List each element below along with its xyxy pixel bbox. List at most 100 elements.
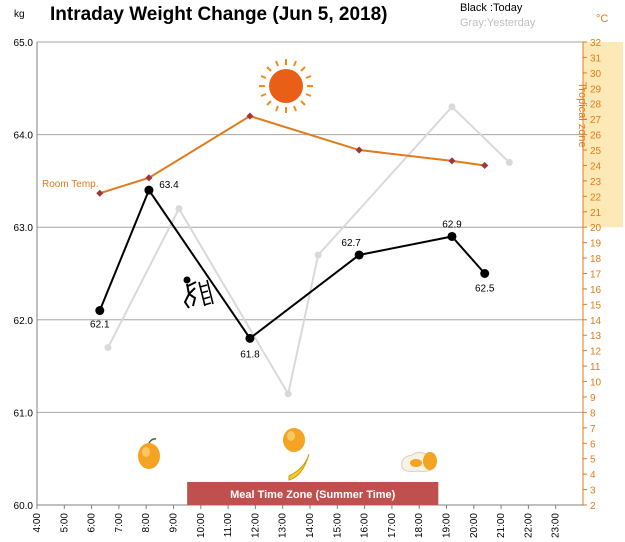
- series-yesterday: [104, 103, 513, 398]
- today-data-label: 62.1: [90, 320, 110, 331]
- y2-tick-label: 22: [590, 192, 602, 203]
- chart-title: Intraday Weight Change (Jun 5, 2018): [50, 4, 388, 25]
- room-temp-point: [246, 112, 254, 120]
- x-tick-label: 16:00: [360, 513, 371, 538]
- room-temp-point: [96, 189, 104, 197]
- y2-tick-label: 17: [590, 270, 602, 281]
- y2-tick-label: 10: [590, 378, 602, 389]
- today-data-label: 62.5: [475, 284, 495, 295]
- y2-tick-label: 25: [590, 146, 602, 157]
- fried-egg-icon: [401, 451, 437, 472]
- axes: 60.0 61.0 62.0 63.0 64.0 65.0 23 4 5 6 7 8 9 10 11 12 13…: [14, 38, 602, 538]
- series-room-temp: [96, 112, 489, 197]
- y2-tick-label: 11: [590, 362, 601, 373]
- y2-tick-label: 21: [590, 208, 602, 219]
- x-tick-label: 18:00: [414, 513, 425, 538]
- tropical-zone-band: [583, 42, 623, 228]
- room-temp-point: [355, 146, 363, 154]
- y-tick-label: 61.0: [14, 408, 34, 419]
- legend: Black :Today Gray:Yesterday: [460, 1, 535, 31]
- y2-tick-label: 8: [590, 408, 596, 419]
- y2-tick-label: 7: [590, 424, 596, 435]
- x-tick-label: 5:00: [59, 513, 70, 533]
- yesterday-point: [284, 390, 292, 398]
- y2-tick-label: 12: [590, 347, 602, 358]
- y-tick-label: 65.0: [14, 38, 34, 49]
- yesterday-point: [314, 251, 322, 259]
- grid-lines: [37, 41, 583, 506]
- y-tick-label: 63.0: [14, 223, 34, 234]
- today-point: [480, 269, 490, 278]
- x-tick-label: 21:00: [496, 513, 507, 538]
- yesterday-point: [505, 158, 513, 166]
- yesterday-point: [175, 205, 183, 213]
- sun-icon: [259, 59, 313, 113]
- x-tick-label: 14:00: [305, 513, 316, 538]
- y2-tick-label: 13: [590, 331, 602, 342]
- x-tick-label: 15:00: [332, 513, 343, 538]
- y2-tick-label: 15: [590, 300, 602, 311]
- today-data-label: 61.8: [240, 349, 260, 360]
- y2-tick-label: 9: [590, 393, 596, 404]
- today-point: [245, 333, 255, 343]
- room-temp-point: [481, 161, 489, 170]
- y2-tick-label: 18: [590, 254, 602, 265]
- y-axis-unit: kg: [14, 9, 25, 20]
- series-today: 62.1 63.4 61.8 62.7 62.9 62.5: [90, 180, 495, 360]
- y2-tick-label: 31: [590, 53, 602, 64]
- x-tick-label: 23:00: [551, 513, 562, 538]
- x-tick-label: 8:00: [141, 513, 152, 533]
- today-data-label: 63.4: [159, 180, 179, 191]
- y-tick-label: 62.0: [14, 316, 34, 327]
- y2-tick-label: 32: [590, 38, 602, 49]
- yesterday-point: [104, 344, 112, 352]
- y2-tick-label: 14: [590, 316, 602, 327]
- x-tick-label: 7:00: [114, 513, 125, 533]
- legend-today: Black :Today: [460, 2, 523, 14]
- y2-tick-label: 28: [590, 100, 602, 111]
- today-point: [144, 185, 154, 195]
- legend-yesterday: Gray:Yesterday: [460, 17, 536, 29]
- x-tick-label: 11:00: [223, 513, 234, 538]
- today-line: [98, 188, 486, 340]
- y2-tick-label: 2: [590, 501, 596, 512]
- today-point: [447, 231, 457, 241]
- yesterday-line: [107, 105, 510, 397]
- y2-axis-unit: °C: [596, 13, 608, 25]
- today-point: [95, 306, 105, 316]
- x-tick-label: 9:00: [169, 513, 180, 533]
- y2-tick-label: 27: [590, 115, 602, 126]
- room-temp-label: Room Temp.: [42, 179, 99, 190]
- y-tick-label: 60.0: [14, 501, 34, 512]
- mango-banana-icon: [283, 428, 310, 481]
- x-tick-label: 10:00: [196, 513, 207, 538]
- x-tick-label: 13:00: [278, 513, 289, 538]
- today-point: [354, 250, 364, 260]
- room-temp-point: [448, 157, 456, 165]
- x-tick-label: 4:00: [32, 513, 43, 533]
- y2-tick-label: 6: [590, 439, 596, 450]
- y2-tick-label: 16: [590, 285, 602, 296]
- y-tick-label: 64.0: [14, 131, 34, 142]
- y2-tick-label: 20: [590, 223, 602, 234]
- tropical-zone-label: Tropical zone: [576, 82, 588, 148]
- room-temp-line: [99, 114, 485, 195]
- x-tick-label: 17:00: [387, 513, 398, 538]
- y2-tick-label: 19: [590, 239, 602, 250]
- y2-tick-label: 29: [590, 84, 602, 95]
- x-tick-label: 12:00: [250, 513, 261, 538]
- room-temp-point: [145, 174, 153, 182]
- y2-tick-label: 4: [590, 470, 596, 481]
- mango-icon: [138, 438, 160, 469]
- y2-tick-label: 5: [590, 455, 596, 466]
- y2-tick-label: 23: [590, 177, 602, 188]
- meal-time-zone-label: Meal Time Zone (Summer Time): [230, 489, 396, 501]
- yesterday-point: [448, 103, 456, 111]
- climbing-person-icon: [183, 276, 214, 309]
- meal-time-zone-band: [187, 482, 439, 505]
- x-tick-label: 6:00: [87, 513, 98, 533]
- y2-tick-label: 26: [590, 131, 602, 142]
- y2-tick-label: 24: [590, 161, 602, 172]
